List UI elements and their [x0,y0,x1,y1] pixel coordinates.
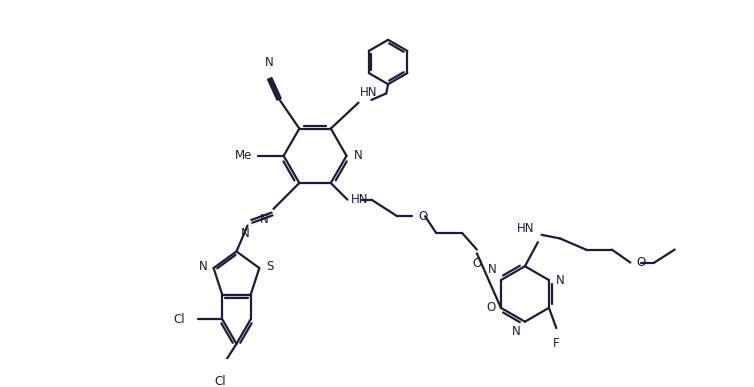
Text: HN: HN [351,193,369,206]
Text: N: N [354,149,363,162]
Text: O: O [472,257,482,270]
Text: HN: HN [516,222,534,235]
Text: O: O [486,301,495,314]
Text: HN: HN [360,86,378,99]
Text: Me: Me [234,149,252,162]
Text: N: N [511,325,520,338]
Text: Cl: Cl [173,313,185,326]
Text: S: S [266,260,273,273]
Text: O: O [418,210,428,223]
Text: O: O [636,256,645,269]
Text: N: N [198,260,207,273]
Text: F: F [553,337,559,350]
Text: N: N [556,274,564,287]
Text: Cl: Cl [214,375,225,387]
Text: N: N [260,212,269,226]
Text: N: N [488,264,496,276]
Text: N: N [241,228,250,240]
Text: N: N [265,57,274,69]
